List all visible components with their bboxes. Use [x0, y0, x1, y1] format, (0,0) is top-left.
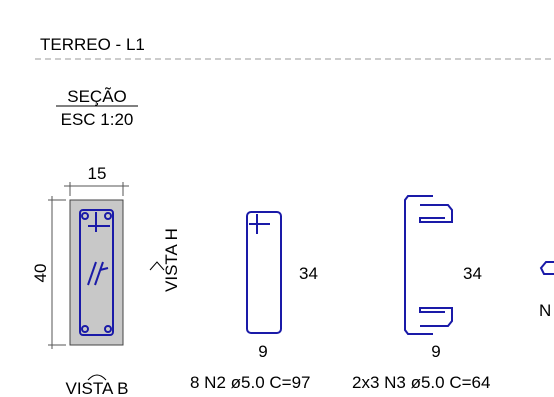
bar-label: N — [539, 301, 551, 320]
view-arrow — [149, 261, 165, 271]
dim-lines — [48, 182, 129, 349]
bar-shape — [404, 195, 453, 335]
scale: ESC 1:20 — [61, 110, 134, 129]
bar-width: 9 — [258, 342, 267, 361]
bar-label: 2x3 N3 ø5.0 C=64 — [352, 373, 490, 392]
dim-height: 40 — [31, 264, 50, 283]
stirrup — [246, 211, 282, 334]
bar-shape — [539, 261, 554, 275]
view-b: VISTA B — [66, 379, 129, 397]
section-title: SEÇÃO — [67, 87, 127, 106]
title: TERREO - L1 — [40, 35, 145, 54]
view-arrow — [87, 374, 107, 381]
view-h: VISTA H — [162, 228, 181, 292]
dim-width: 15 — [88, 164, 107, 183]
rebar — [79, 209, 114, 336]
bar-width: 9 — [431, 342, 440, 361]
bar-label: 8 N2 ø5.0 C=97 — [190, 373, 311, 392]
bar-length: 34 — [299, 264, 318, 283]
bar-length: 34 — [463, 264, 482, 283]
